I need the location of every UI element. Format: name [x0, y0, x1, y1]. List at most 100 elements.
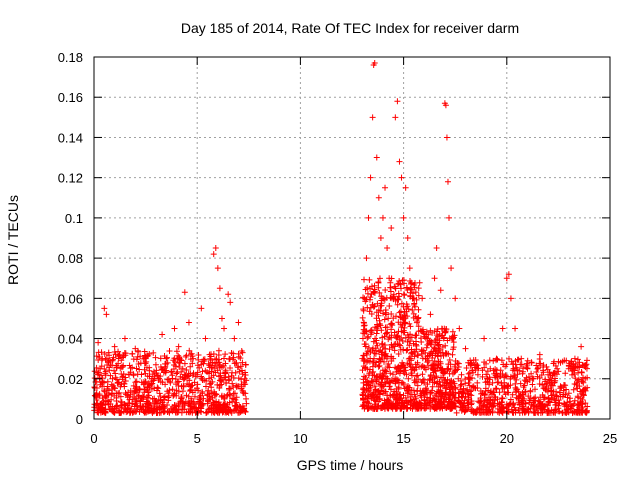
data-point — [476, 399, 483, 406]
data-point — [159, 379, 166, 386]
data-point — [427, 311, 434, 318]
data-point — [402, 394, 409, 401]
data-point — [118, 399, 125, 406]
data-point — [568, 358, 575, 365]
data-point — [407, 289, 414, 296]
data-point — [99, 355, 106, 362]
data-point — [579, 396, 586, 403]
data-point — [205, 387, 212, 394]
data-point — [483, 360, 490, 367]
data-point — [102, 393, 109, 400]
data-point — [129, 364, 136, 371]
data-point — [544, 388, 551, 395]
data-point — [384, 245, 391, 252]
data-point — [540, 362, 547, 369]
data-point — [148, 375, 155, 382]
data-point — [537, 360, 544, 367]
data-point — [417, 400, 424, 407]
data-point — [449, 405, 456, 412]
data-point — [376, 275, 383, 282]
data-point — [377, 381, 384, 388]
data-point — [571, 400, 578, 407]
data-point — [227, 365, 234, 372]
data-point — [432, 339, 439, 346]
data-point — [526, 397, 533, 404]
data-point — [364, 290, 371, 297]
data-point — [136, 385, 143, 392]
data-point — [187, 403, 194, 410]
data-point — [233, 382, 240, 389]
data-point — [422, 387, 429, 394]
data-point — [232, 369, 239, 376]
data-point — [172, 381, 179, 388]
data-point — [418, 338, 425, 345]
data-point — [370, 338, 377, 345]
data-point — [107, 406, 114, 413]
data-point — [404, 235, 411, 241]
data-point — [402, 319, 409, 326]
data-point — [536, 351, 543, 358]
data-point — [423, 331, 430, 338]
data-point — [411, 400, 418, 407]
data-point — [122, 402, 129, 409]
data-point — [565, 390, 572, 397]
data-point — [438, 367, 445, 374]
data-point — [142, 370, 149, 377]
data-point — [497, 406, 504, 413]
data-point — [429, 362, 436, 369]
data-point — [519, 403, 526, 410]
data-point — [367, 331, 374, 338]
data-point — [435, 383, 442, 390]
data-point — [513, 387, 520, 394]
data-point — [393, 389, 400, 396]
data-point — [582, 400, 589, 407]
data-point — [465, 370, 472, 377]
data-point — [226, 399, 233, 406]
data-point — [173, 387, 180, 394]
data-point — [505, 382, 512, 389]
data-point — [211, 365, 218, 372]
data-point — [427, 405, 434, 412]
data-point — [231, 335, 238, 342]
data-point — [431, 374, 438, 381]
data-point — [486, 381, 493, 388]
data-point — [524, 357, 531, 364]
data-point — [410, 295, 417, 302]
data-point — [97, 365, 104, 372]
data-point — [203, 409, 210, 416]
data-point — [527, 405, 534, 412]
data-point — [143, 358, 150, 365]
data-point — [190, 399, 197, 406]
data-point — [490, 357, 497, 364]
data-point — [171, 325, 178, 332]
data-point — [422, 355, 429, 362]
data-point — [109, 375, 116, 382]
data-point — [561, 382, 568, 389]
data-point — [407, 393, 414, 400]
data-point — [373, 394, 380, 401]
data-point — [555, 368, 562, 375]
data-point — [115, 390, 122, 397]
data-point — [396, 309, 403, 316]
data-point — [182, 353, 189, 360]
data-point — [436, 378, 443, 385]
data-point — [230, 350, 237, 357]
data-point — [235, 319, 242, 326]
data-point — [469, 406, 476, 413]
data-point — [570, 386, 577, 393]
data-point — [216, 285, 223, 292]
data-point — [138, 379, 145, 386]
data-point — [461, 397, 468, 404]
data-point — [458, 381, 465, 388]
data-point — [417, 327, 424, 334]
data-point — [452, 384, 459, 391]
data-point — [96, 392, 103, 399]
data-point — [368, 377, 375, 384]
data-point — [530, 375, 537, 382]
data-point — [554, 365, 561, 372]
data-point — [108, 396, 115, 403]
data-point — [180, 383, 187, 390]
data-point — [116, 408, 123, 415]
data-point — [375, 194, 382, 201]
data-point — [563, 357, 570, 364]
